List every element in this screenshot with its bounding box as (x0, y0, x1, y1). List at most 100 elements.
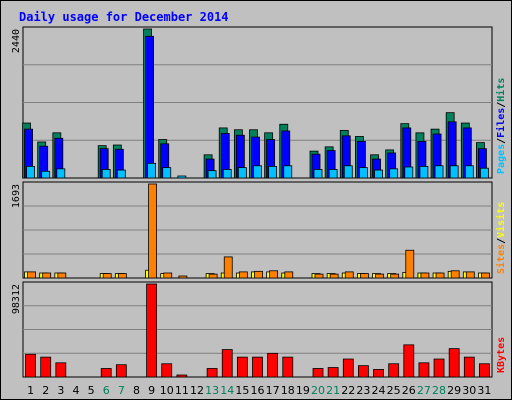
bar-kbytes (388, 363, 400, 378)
bar-pages (41, 170, 51, 179)
bar-pages (374, 169, 383, 179)
bar-kbytes (206, 368, 218, 378)
x-tick-label: 30 (462, 384, 476, 397)
x-tick-label: 4 (72, 384, 79, 397)
bar-pages (359, 167, 368, 179)
bar-sites (435, 272, 445, 279)
x-tick-label: 28 (432, 384, 446, 397)
bar-pages (419, 165, 429, 179)
bar-kbytes (40, 356, 52, 378)
y-axis-max-label: 2440 (11, 29, 22, 53)
bar-sites (208, 273, 218, 279)
x-tick-label: 14 (220, 384, 234, 397)
bar-sites (163, 272, 173, 279)
bar-pages (480, 167, 489, 179)
bar-kbytes (267, 352, 279, 378)
bar-sites (420, 272, 430, 279)
x-tick-label: 23 (356, 384, 370, 397)
bar-sites (27, 271, 36, 279)
bar-pages (434, 165, 444, 179)
bar-pages (162, 167, 172, 179)
x-tick-label: 11 (175, 384, 189, 397)
x-tick-label: 15 (235, 384, 249, 397)
x-tick-label: 2 (42, 384, 49, 397)
legend-separator: / (496, 102, 507, 108)
bar-pages (222, 169, 232, 179)
bar-pages (56, 168, 66, 179)
panel-kbytes: 98312 KBytes (11, 281, 507, 378)
bar-pages (268, 165, 278, 179)
x-tick-label: 22 (341, 384, 355, 397)
legend-entry: KBytes (496, 337, 507, 373)
legend-entry: Pages (496, 144, 507, 174)
bar-pages (237, 167, 247, 179)
bar-sites (360, 273, 369, 279)
bar-sites (57, 272, 67, 279)
y-axis-max-label: 98312 (11, 284, 22, 314)
bar-kbytes (100, 368, 112, 378)
bar-pages (343, 165, 353, 179)
x-tick-label: 16 (251, 384, 265, 397)
legend-entry: Sites (495, 244, 507, 274)
bar-kbytes (146, 283, 157, 378)
bar-pages (449, 165, 459, 179)
bar-kbytes (221, 349, 233, 378)
x-tick-label: 13 (205, 384, 219, 397)
x-tick-label: 18 (281, 384, 295, 397)
bar-pages (283, 165, 293, 179)
bar-pages (207, 170, 217, 179)
bar-sites (102, 273, 112, 279)
x-tick-label: 5 (88, 384, 95, 397)
y-axis-max-label: 1693 (11, 184, 22, 208)
bar-pages (26, 165, 35, 179)
x-tick-label: 10 (160, 384, 174, 397)
bar-kbytes (161, 363, 173, 378)
bar-kbytes (252, 356, 263, 378)
bar-kbytes (448, 348, 460, 378)
bar-kbytes (358, 365, 369, 378)
legend-separator: / (496, 138, 507, 144)
bar-pages (147, 162, 156, 179)
bar-sites (254, 270, 263, 279)
x-tick-label: 17 (266, 384, 280, 397)
legend-separator: / (496, 238, 507, 244)
x-tick-label: 9 (148, 384, 155, 397)
chart-panels: 2440Pages/Files/Hits1693Sites/Visits9831… (11, 26, 507, 397)
x-tick-label: 31 (477, 384, 491, 397)
x-tick-label: 8 (133, 384, 140, 397)
bar-kbytes (282, 356, 294, 378)
bar-pages (389, 168, 399, 179)
x-tick-label: 12 (190, 384, 204, 397)
bar-kbytes (176, 374, 188, 378)
bar-sites (390, 273, 400, 279)
bar-kbytes (479, 363, 490, 378)
bar-kbytes (55, 362, 67, 378)
bar-sites (269, 270, 279, 279)
chart-title: Daily usage for December 2014 (19, 10, 229, 24)
x-tick-label: 29 (447, 384, 461, 397)
bar-kbytes (418, 362, 430, 378)
bar-kbytes (342, 358, 354, 378)
bar-pages (101, 169, 111, 179)
series-legend: Sites/Visits (495, 202, 507, 274)
legend-entry: Visits (495, 202, 507, 238)
x-tick-label: 6 (103, 384, 110, 397)
panel-sites-visits: 1693 Sites/Visits (11, 181, 507, 279)
bar-kbytes (25, 353, 36, 378)
bar-kbytes (327, 367, 339, 378)
bar-sites (238, 271, 248, 279)
bar-sites (223, 256, 233, 279)
x-tick-label: 3 (57, 384, 64, 397)
bar-sites (481, 272, 490, 279)
bar-sites (405, 249, 415, 279)
x-tick-label: 27 (417, 384, 431, 397)
x-tick-label: 26 (402, 384, 416, 397)
series-legend: KBytes (496, 337, 507, 373)
bar-sites (178, 275, 188, 279)
x-tick-label: 25 (387, 384, 401, 397)
bar-files (145, 35, 154, 179)
legend-entry: Hits (495, 78, 507, 102)
x-tick-label: 19 (296, 384, 310, 397)
